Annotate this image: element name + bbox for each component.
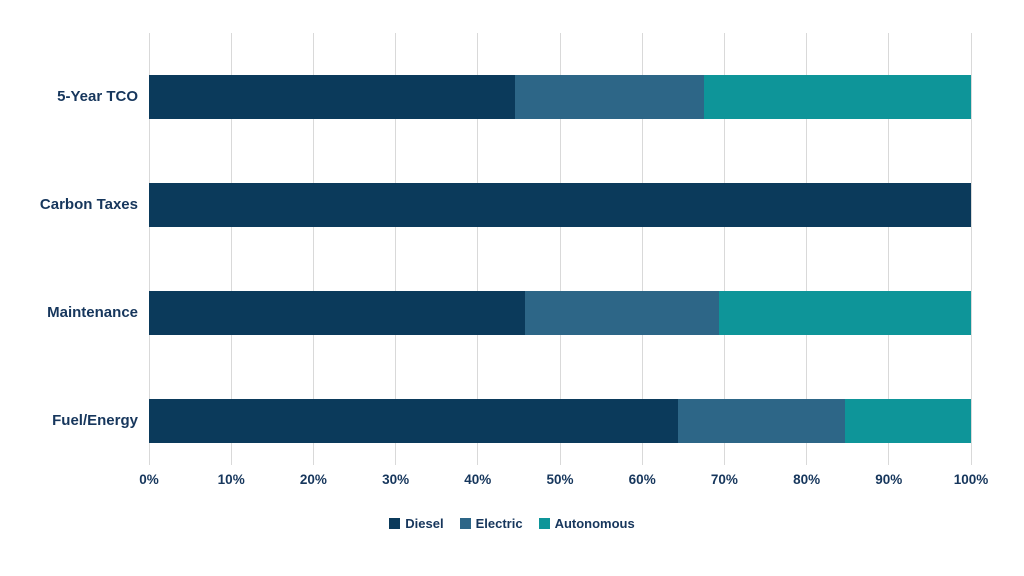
bar-row xyxy=(149,183,971,227)
bar-segment-autonomous xyxy=(845,399,971,443)
x-tick-label: 10% xyxy=(217,472,245,487)
x-tick-label: 50% xyxy=(546,472,574,487)
gridline xyxy=(723,33,725,465)
legend-label: Autonomous xyxy=(554,515,635,531)
legend: Diesel Electric Autonomous xyxy=(0,512,1024,534)
x-tick-label: 70% xyxy=(710,472,738,487)
bar-segment-autonomous xyxy=(718,291,971,335)
gridline xyxy=(395,33,397,465)
legend-swatch-electric xyxy=(459,517,471,529)
bar-segment-autonomous xyxy=(703,75,971,119)
gridline xyxy=(559,33,561,465)
category-label: 5-Year TCO xyxy=(57,88,138,105)
x-tick-label: 60% xyxy=(628,472,656,487)
legend-swatch-autonomous xyxy=(538,517,550,529)
gridline xyxy=(230,33,232,465)
gridline xyxy=(641,33,643,465)
x-tick-label: 40% xyxy=(464,472,492,487)
x-tick-label: 100% xyxy=(953,472,989,487)
category-label: Maintenance xyxy=(47,304,138,321)
gridline xyxy=(148,33,150,465)
legend-label: Electric xyxy=(475,515,523,531)
category-label: Fuel/Energy xyxy=(52,412,138,429)
bar-segment-electric xyxy=(524,291,719,335)
legend-item-autonomous: Autonomous xyxy=(538,515,635,531)
gridline xyxy=(806,33,808,465)
bar-segment-electric xyxy=(514,75,704,119)
category-label: Carbon Taxes xyxy=(39,196,138,213)
bar-row xyxy=(149,399,971,443)
legend-swatch-diesel xyxy=(389,517,401,529)
x-tick-label: 80% xyxy=(793,472,821,487)
bar-row xyxy=(149,75,971,119)
gridline xyxy=(312,33,314,465)
bar-segment-diesel xyxy=(149,75,515,119)
x-tick-label: 0% xyxy=(139,472,159,487)
legend-item-diesel: Diesel xyxy=(389,515,444,531)
bar-segment-electric xyxy=(678,399,846,443)
bar-segment-diesel xyxy=(149,183,971,227)
x-tick-label: 90% xyxy=(875,472,903,487)
legend-label: Diesel xyxy=(405,515,444,531)
x-axis: 0% 10% 20% 30% 40% 50% 60% 70% 80% 90% 100% xyxy=(139,472,988,492)
x-tick-label: 20% xyxy=(299,472,327,487)
x-tick-label: 30% xyxy=(382,472,410,487)
plot-area xyxy=(148,33,972,465)
gridline xyxy=(970,33,972,465)
bar-row xyxy=(149,291,971,335)
bar-segment-diesel xyxy=(149,291,525,335)
legend-item-electric: Electric xyxy=(459,515,523,531)
gridline xyxy=(477,33,479,465)
gridline xyxy=(888,33,890,465)
bar-segment-diesel xyxy=(149,399,679,443)
